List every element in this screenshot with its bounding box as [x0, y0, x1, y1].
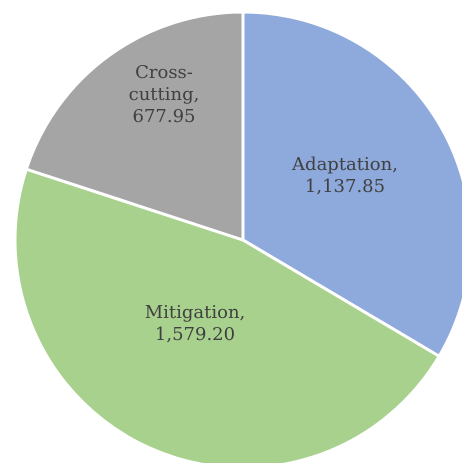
- pie-slices: [13, 10, 462, 463]
- slice-value-label: 677.95: [133, 106, 196, 127]
- slice-category-label: Cross-: [135, 62, 193, 83]
- slice-value-label: 1,137.85: [305, 176, 385, 197]
- pie-slice: [24, 10, 245, 243]
- slice-category-label: cutting,: [129, 84, 200, 105]
- pie-slice: [241, 10, 462, 359]
- slice-data-label: Cross-cutting, 677.95: [129, 62, 200, 127]
- slice-category-label: Adaptation,: [291, 154, 398, 175]
- pie-slice: [13, 167, 442, 463]
- slice-data-label: Mitigation, 1,579.20: [145, 302, 246, 345]
- slice-data-label: Adaptation, 1,137.85: [291, 154, 398, 197]
- slice-value-label: 1,579.20: [155, 324, 235, 345]
- pie-labels: Adaptation, 1,137.85 Mitigation, 1,579.20 Cr…: [129, 62, 398, 345]
- slice-category-label: Mitigation,: [145, 302, 246, 323]
